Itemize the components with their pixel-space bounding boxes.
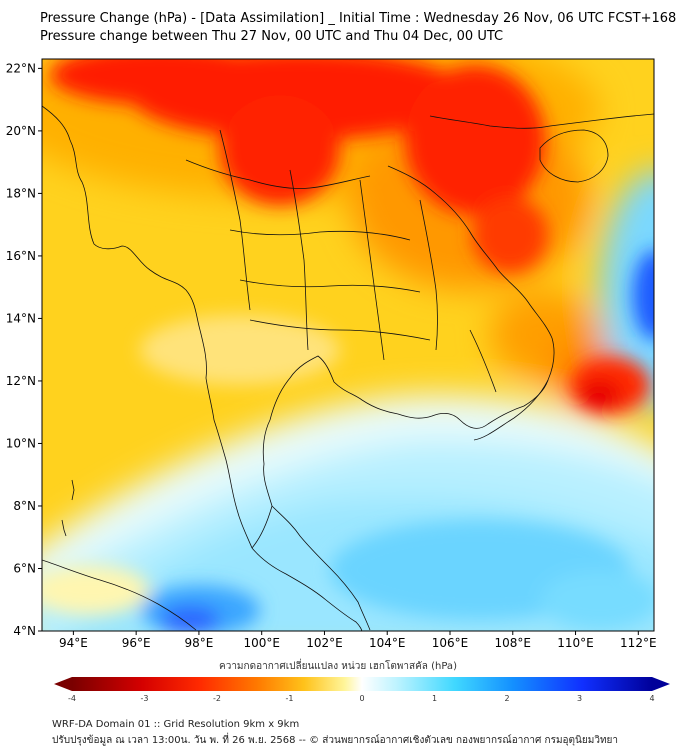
colorbar-high-arrow [652,677,670,691]
colorbar-tick-label: 3 [577,694,582,703]
colorbar-label: ความกดอากาศเปลี่ยนแปลง หน่วย เฮกโตพาสคัล… [219,661,457,672]
map-subtitle: Pressure change between Thu 27 Nov, 00 U… [40,29,504,44]
lon-tick-label: 96°E [122,636,151,650]
longitude-axis: 94°E 96°E 98°E 100°E 102°E 104°E 106°E 108°E 110… [59,631,657,650]
plot-frame [41,58,655,632]
lon-tick-label: 110°E [557,636,594,650]
lon-tick-label: 102°E [306,636,343,650]
map-title: Pressure Change (hPa) - [Data Assimilati… [40,11,676,26]
colorbar-tick-label: -1 [286,694,294,703]
lat-tick-label: 4°N [13,624,36,638]
lat-tick-label: 6°N [13,561,36,575]
pressure-field [42,59,654,631]
lon-tick-label: 112°E [620,636,657,650]
colorbar-tick-label: 2 [504,694,509,703]
latitude-axis: 22°N 20°N 18°N 16°N 14°N 12°N 10°N 8°N 6°N 4°N [6,61,42,638]
colorbar-tick-label: 4 [649,694,654,703]
colorbar: -4 -3 -2 -1 0 1 2 3 4 [54,677,670,703]
colorbar-tick-label: -3 [141,694,149,703]
lon-tick-label: 100°E [243,636,280,650]
lon-tick-label: 94°E [59,636,88,650]
lon-tick-label: 108°E [495,636,532,650]
lat-tick-label: 8°N [13,499,36,513]
colorbar-gradient [72,677,652,691]
colorbar-low-arrow [54,677,72,691]
lat-tick-label: 20°N [6,124,36,138]
lon-tick-label: 106°E [432,636,469,650]
lon-tick-label: 104°E [369,636,406,650]
lat-tick-label: 10°N [6,436,36,450]
lat-tick-label: 18°N [6,186,36,200]
footer-credit: ปรับปรุงข้อมูล ณ เวลา 13:00น. วัน พ. ที่… [52,735,619,746]
colorbar-tick-label: -2 [213,694,221,703]
colorbar-tick-label: 0 [359,694,364,703]
footer-domain-info: WRF-DA Domain 01 :: Grid Resolution 9km … [52,719,300,730]
lat-tick-label: 16°N [6,249,36,263]
lat-tick-label: 22°N [6,61,36,75]
coastline-borders [42,105,654,631]
lon-tick-label: 98°E [184,636,213,650]
lat-tick-label: 12°N [6,374,36,388]
colorbar-tick-label: 1 [432,694,437,703]
colorbar-tick-label: -4 [68,694,76,703]
lat-tick-label: 14°N [6,311,36,325]
